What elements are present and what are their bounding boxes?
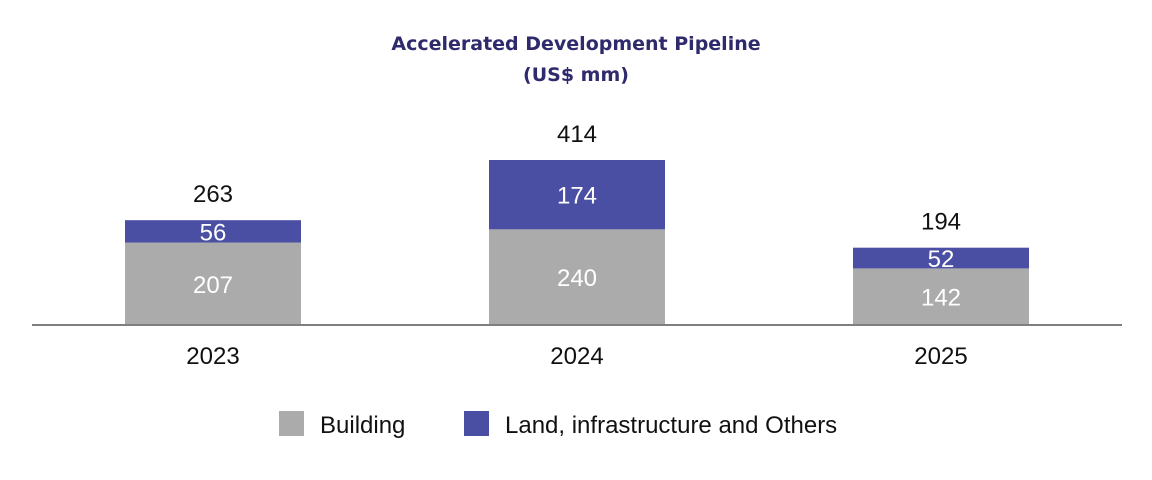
x-tick-label-2024: 2024 bbox=[550, 343, 603, 370]
bar-2024-land-infrastructure-and-others bbox=[489, 160, 665, 230]
total-label-2023: 263 bbox=[193, 181, 233, 208]
legend-label-land-infrastructure: Land, infrastructure and Others bbox=[505, 412, 837, 439]
labels-group: 207 56 263 2023 240 174 414 2024 142 52 194 2025 bbox=[186, 121, 967, 370]
legend: Building Land, infrastructure and Others bbox=[279, 411, 837, 439]
bars-group bbox=[125, 160, 1029, 325]
x-tick-label-2025: 2025 bbox=[914, 343, 967, 370]
chart-subtitle: (US$ mm) bbox=[523, 64, 629, 86]
chart-title: Accelerated Development Pipeline bbox=[391, 33, 760, 55]
segment-label-2023-land-infrastructure-and-others: 56 bbox=[200, 219, 227, 246]
total-label-2025: 194 bbox=[921, 209, 961, 236]
segment-label-2024-building: 240 bbox=[557, 265, 597, 292]
legend-swatch-building bbox=[279, 411, 304, 436]
legend-label-building: Building bbox=[320, 412, 405, 439]
segment-label-2024-land-infrastructure-and-others: 174 bbox=[557, 183, 597, 210]
bar-2023-land-infrastructure-and-others bbox=[125, 220, 301, 243]
total-label-2024: 414 bbox=[557, 121, 597, 148]
segment-label-2023-building: 207 bbox=[193, 272, 233, 299]
bar-2025-land-infrastructure-and-others bbox=[853, 247, 1029, 269]
segment-label-2025-building: 142 bbox=[921, 285, 961, 312]
bar-2023-building bbox=[125, 242, 301, 325]
segment-label-2025-land-infrastructure-and-others: 52 bbox=[928, 246, 955, 273]
bar-2024-building bbox=[489, 229, 665, 325]
legend-swatch-land-infrastructure bbox=[464, 411, 489, 436]
bar-2025-building bbox=[853, 268, 1029, 325]
x-tick-label-2023: 2023 bbox=[186, 343, 239, 370]
